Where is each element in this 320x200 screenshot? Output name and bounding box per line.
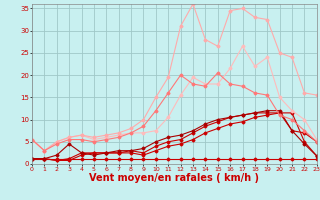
- X-axis label: Vent moyen/en rafales ( km/h ): Vent moyen/en rafales ( km/h ): [89, 173, 260, 183]
